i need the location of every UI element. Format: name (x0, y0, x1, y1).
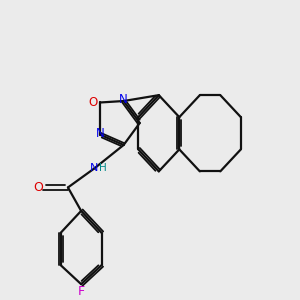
Text: O: O (33, 181, 43, 194)
Text: H: H (99, 163, 106, 173)
Text: F: F (78, 285, 85, 298)
Text: O: O (88, 96, 98, 109)
Text: N: N (119, 93, 128, 106)
Text: N: N (90, 164, 98, 173)
Text: N: N (96, 127, 105, 140)
